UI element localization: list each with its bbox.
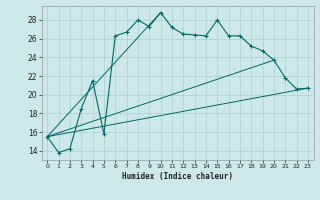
- X-axis label: Humidex (Indice chaleur): Humidex (Indice chaleur): [122, 172, 233, 181]
